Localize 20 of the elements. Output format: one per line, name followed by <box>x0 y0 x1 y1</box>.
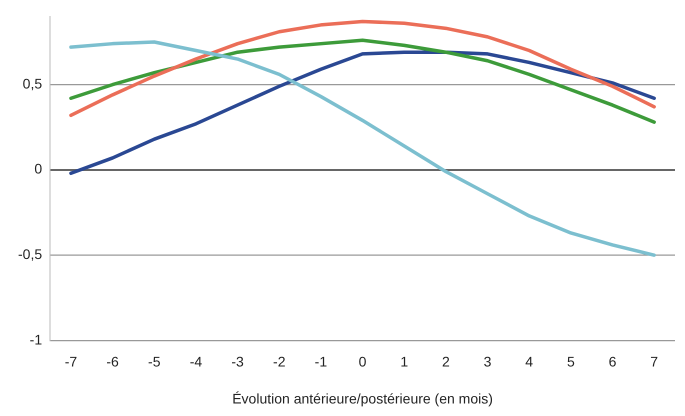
x-tick-label: -1 <box>314 354 328 370</box>
x-tick-label: 2 <box>442 354 450 370</box>
x-tick-label: -6 <box>106 354 120 370</box>
x-tick-label: 6 <box>608 354 617 370</box>
x-tick-label: 4 <box>525 354 534 370</box>
x-tick-label: 7 <box>650 354 658 370</box>
x-tick-label: -2 <box>273 354 286 370</box>
x-tick-label: -3 <box>231 354 244 370</box>
x-tick-label: -4 <box>190 354 202 370</box>
x-tick-label: -7 <box>64 354 78 370</box>
y-tick-label: 0,5 <box>22 75 42 92</box>
y-tick-label: 0 <box>34 160 42 177</box>
x-tick-label: 0 <box>358 354 367 370</box>
x-tick-label: 5 <box>566 354 575 370</box>
y-tick-label: -0,5 <box>18 246 42 262</box>
x-axis-title: Évolution antérieure/postérieure (en mois) <box>232 390 493 406</box>
y-tick-label: -1 <box>30 331 42 348</box>
x-tick-label: -5 <box>148 354 161 370</box>
x-tick-label: 1 <box>400 354 408 370</box>
x-tick-label: 3 <box>484 354 492 370</box>
